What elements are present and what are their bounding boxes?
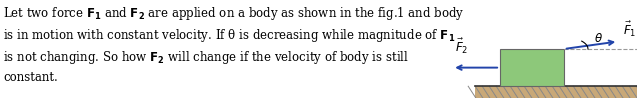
Text: constant.: constant.	[3, 71, 58, 84]
Bar	[475, 86, 637, 98]
Bar	[500, 49, 564, 86]
Text: $\vec{F}_1$: $\vec{F}_1$	[623, 20, 636, 39]
Text: $\vec{F}_2$: $\vec{F}_2$	[455, 37, 469, 56]
Text: Let two force $\mathbf{F_1}$ and $\mathbf{F_2}$ are applied on a body as shown i: Let two force $\mathbf{F_1}$ and $\mathb…	[3, 5, 464, 22]
Text: is not changing. So how $\mathbf{F_2}$ will change if the velocity of body is st: is not changing. So how $\mathbf{F_2}$ w…	[3, 49, 409, 66]
Text: $\theta$: $\theta$	[594, 32, 603, 45]
Text: is in motion with constant velocity. If θ is decreasing while magnitude of $\mat: is in motion with constant velocity. If …	[3, 27, 455, 44]
